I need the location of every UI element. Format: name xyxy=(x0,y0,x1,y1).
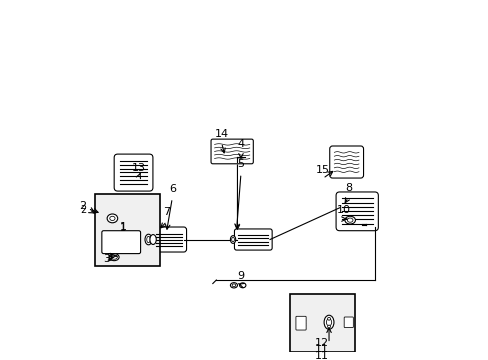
Text: 11: 11 xyxy=(314,345,328,354)
Ellipse shape xyxy=(230,283,237,288)
Ellipse shape xyxy=(239,283,245,288)
Ellipse shape xyxy=(344,216,355,224)
FancyBboxPatch shape xyxy=(335,192,378,231)
Text: 1: 1 xyxy=(120,223,126,233)
Text: 1: 1 xyxy=(119,222,126,232)
Text: 14: 14 xyxy=(214,129,228,139)
Ellipse shape xyxy=(325,319,331,326)
Text: 3: 3 xyxy=(103,254,110,264)
Bar xyxy=(290,294,355,352)
FancyBboxPatch shape xyxy=(114,154,153,191)
Bar xyxy=(95,194,160,266)
Text: 7: 7 xyxy=(163,207,170,217)
Text: 15: 15 xyxy=(315,165,329,175)
FancyBboxPatch shape xyxy=(295,316,305,330)
Text: 5: 5 xyxy=(237,159,244,170)
Ellipse shape xyxy=(231,237,234,242)
Text: 13: 13 xyxy=(132,163,145,173)
Text: 11: 11 xyxy=(314,351,328,360)
Text: 12: 12 xyxy=(314,338,328,348)
Ellipse shape xyxy=(109,253,119,261)
Text: 6: 6 xyxy=(168,184,175,194)
FancyBboxPatch shape xyxy=(151,227,186,252)
Text: 9: 9 xyxy=(237,271,244,281)
Ellipse shape xyxy=(146,237,150,243)
FancyBboxPatch shape xyxy=(329,146,363,178)
Text: 2: 2 xyxy=(80,204,86,215)
Ellipse shape xyxy=(145,234,152,245)
Ellipse shape xyxy=(327,318,330,320)
Ellipse shape xyxy=(109,216,115,220)
FancyBboxPatch shape xyxy=(234,229,272,250)
Text: 8: 8 xyxy=(344,184,351,193)
Text: 2: 2 xyxy=(80,201,86,211)
Ellipse shape xyxy=(232,284,235,287)
Text: 10: 10 xyxy=(336,205,350,215)
Ellipse shape xyxy=(150,235,156,244)
Ellipse shape xyxy=(327,325,330,328)
Ellipse shape xyxy=(230,236,235,243)
FancyBboxPatch shape xyxy=(102,231,141,253)
Ellipse shape xyxy=(107,214,118,223)
FancyBboxPatch shape xyxy=(211,139,253,164)
Ellipse shape xyxy=(111,255,117,259)
Text: 4: 4 xyxy=(237,139,244,149)
Ellipse shape xyxy=(324,315,333,329)
Text: 3: 3 xyxy=(105,253,112,263)
Ellipse shape xyxy=(346,218,352,222)
FancyBboxPatch shape xyxy=(344,317,353,328)
